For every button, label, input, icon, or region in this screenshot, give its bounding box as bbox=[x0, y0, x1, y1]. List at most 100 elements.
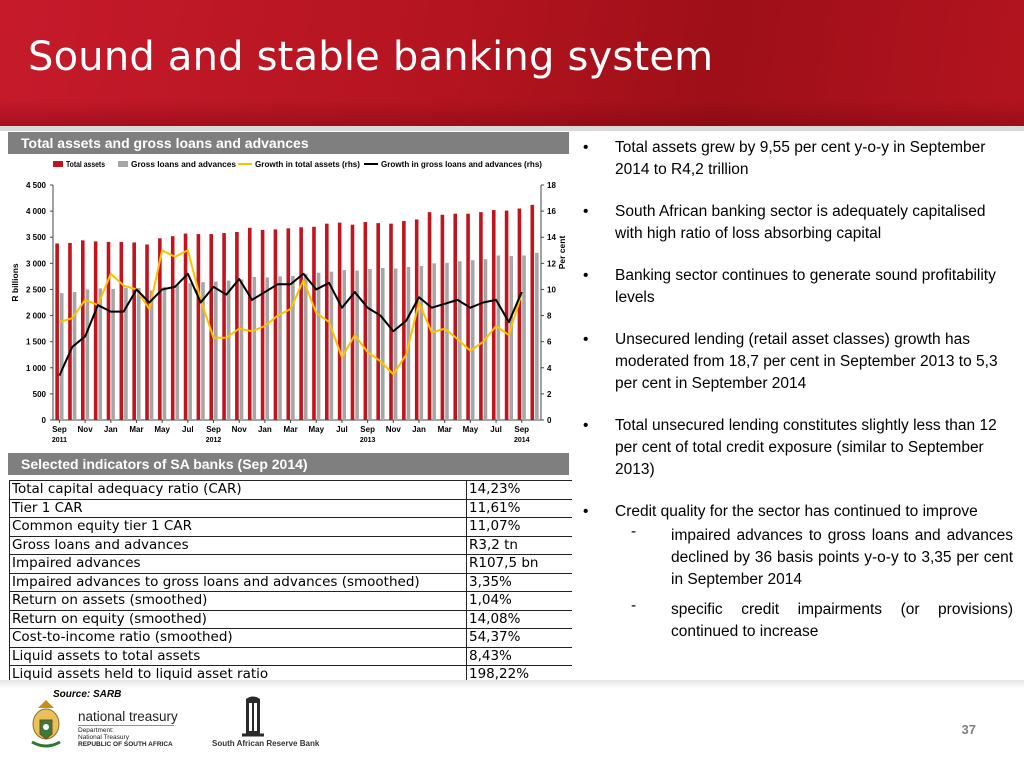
gross-loans-bar bbox=[355, 270, 359, 420]
bullet-list: • Total assets grew by 9,55 per cent y-o-… bbox=[583, 137, 1013, 651]
y-tick-label: 500 bbox=[33, 390, 47, 399]
total-assets-bar bbox=[106, 241, 111, 420]
indicator-value: 14,08% bbox=[466, 609, 572, 629]
x-tick-label: Sep bbox=[206, 425, 221, 434]
bullet-item: • Total assets grew by 9,55 per cent y-o-… bbox=[583, 137, 1013, 181]
sub-bullet-text: impaired advances to gross loans and adv… bbox=[671, 527, 1013, 588]
indicator-label: Tier 1 CAR bbox=[9, 498, 467, 518]
gross-loans-bar bbox=[239, 279, 244, 420]
bullet-symbol: • bbox=[583, 331, 589, 348]
gross-loans-bar bbox=[214, 281, 218, 420]
indicator-label: Return on equity (smoothed) bbox=[9, 609, 467, 629]
table-row: Return on assets (smoothed) 1,04% bbox=[9, 591, 572, 611]
gross-loans-bar bbox=[278, 276, 282, 420]
gross-loans-bar bbox=[535, 252, 539, 420]
x-tick-label: Nov bbox=[386, 425, 402, 434]
gross-loans-bar bbox=[226, 280, 231, 420]
total-assets-bar bbox=[55, 243, 59, 420]
table-row: Tier 1 CAR 11,61% bbox=[9, 498, 572, 518]
total-assets-bar bbox=[517, 208, 522, 420]
sub-bullet-symbol: - bbox=[631, 523, 637, 540]
legend-label: Total assets bbox=[66, 160, 105, 169]
y-right-tick-label: 16 bbox=[547, 207, 556, 216]
table-row: Impaired advances R107,5 bn bbox=[9, 554, 572, 574]
sub-bullet-text: specific credit impairments (or provisio… bbox=[671, 601, 1013, 640]
table-row: Impaired advances to gross loans and adv… bbox=[9, 572, 572, 592]
gross-loans-bar bbox=[162, 286, 167, 420]
indicator-label: Cost-to-income ratio (smoothed) bbox=[9, 628, 467, 648]
gross-loans-bar bbox=[342, 270, 347, 420]
total-assets-bar bbox=[504, 210, 509, 420]
coat-of-arms-logo bbox=[31, 700, 61, 748]
dept-line-2: National Treasury bbox=[78, 734, 129, 741]
national-treasury-dept: Department: National Treasury bbox=[78, 727, 129, 741]
y-right-tick-label: 4 bbox=[547, 364, 552, 373]
legend-swatch bbox=[53, 161, 63, 167]
total-assets-bar bbox=[222, 233, 226, 420]
bullet-symbol: • bbox=[583, 503, 589, 520]
y-right-tick-label: 10 bbox=[547, 285, 556, 294]
y-right-tick-label: 0 bbox=[547, 416, 552, 425]
gross-loans-bar bbox=[432, 263, 436, 420]
gross-loans-bar bbox=[393, 268, 398, 420]
total-assets-bar bbox=[350, 224, 355, 420]
indicator-value: R3,2 tn bbox=[466, 535, 572, 555]
y-tick-label: 4 500 bbox=[26, 181, 47, 190]
source-note: Source: SARB bbox=[53, 689, 122, 700]
growth-gross-loans-line bbox=[58, 272, 523, 377]
total-assets-bar bbox=[299, 227, 303, 420]
total-assets-bar bbox=[235, 232, 239, 420]
total-assets-bar bbox=[145, 244, 149, 420]
total-assets-bar bbox=[183, 233, 188, 420]
bullet-text: Total unsecured lending constitutes slig… bbox=[615, 417, 997, 478]
y-right-tick-label: 18 bbox=[547, 181, 556, 190]
bullet-symbol: • bbox=[583, 139, 589, 156]
header-shade bbox=[0, 100, 1024, 126]
growth-total-assets-line bbox=[59, 249, 523, 376]
gross-loans-bar bbox=[470, 260, 475, 420]
gross-loans-bar bbox=[380, 268, 385, 420]
gross-loans-bar bbox=[419, 265, 424, 420]
gross-loans-bar bbox=[175, 284, 180, 420]
total-assets-bar bbox=[170, 236, 175, 420]
x-tick-label: May bbox=[463, 425, 479, 434]
x-tick-label: Mar bbox=[438, 425, 452, 434]
indicator-label: Return on assets (smoothed) bbox=[9, 591, 467, 611]
gross-loans-bar bbox=[522, 255, 526, 420]
gross-loans-bar bbox=[59, 293, 64, 420]
gross-loans-bar bbox=[509, 256, 513, 420]
total-assets-bar bbox=[414, 219, 419, 420]
indicator-label: Impaired advances to gross loans and adv… bbox=[9, 572, 467, 592]
x-tick-label: Jul bbox=[182, 425, 194, 434]
table-section-title: Selected indicators of SA banks (Sep 201… bbox=[8, 453, 569, 475]
gross-loans-bar bbox=[496, 255, 501, 420]
total-assets-bar bbox=[68, 242, 72, 420]
y-right-tick-label: 14 bbox=[547, 233, 556, 242]
table-row: Return on equity (smoothed) 14,08% bbox=[9, 609, 572, 629]
y-tick-label: 3 500 bbox=[26, 233, 47, 242]
x-tick-label: Sep bbox=[52, 425, 67, 434]
sub-bullet-item: - impaired advances to gross loans and ad… bbox=[583, 523, 1013, 591]
sub-bullet-item: - specific credit impairments (or provisi… bbox=[583, 597, 1013, 643]
x-tick-label: Jan bbox=[258, 425, 272, 434]
legend-label: Gross loans and advances bbox=[131, 160, 237, 169]
gross-loans-bar bbox=[149, 290, 154, 420]
y-tick-label: 4 000 bbox=[26, 207, 47, 216]
y-tick-label: 2 500 bbox=[26, 285, 47, 294]
bullet-text: Banking sector continues to generate sou… bbox=[615, 267, 996, 306]
legend-label: Growth in gross loans and advances (rhs) bbox=[381, 160, 542, 169]
y-tick-label: 0 bbox=[42, 416, 47, 425]
indicator-value: 3,35% bbox=[466, 572, 572, 592]
total-assets-bar bbox=[530, 204, 535, 420]
indicator-value: 8,43% bbox=[466, 646, 572, 666]
bullet-symbol: • bbox=[583, 417, 589, 434]
y-right-tick-label: 2 bbox=[547, 390, 552, 399]
gross-loans-bar bbox=[124, 287, 128, 420]
bullet-text: South African banking sector is adequate… bbox=[615, 203, 986, 242]
x-tick-label: Jul bbox=[490, 425, 502, 434]
bullet-item: • Unsecured lending (retail asset classes… bbox=[583, 329, 1013, 395]
bullet-symbol: • bbox=[583, 267, 589, 284]
bullet-item: • Credit quality for the sector has conti… bbox=[583, 501, 1013, 643]
y-right-axis-label: Per cent bbox=[557, 236, 567, 270]
y-tick-label: 1 500 bbox=[26, 338, 47, 347]
